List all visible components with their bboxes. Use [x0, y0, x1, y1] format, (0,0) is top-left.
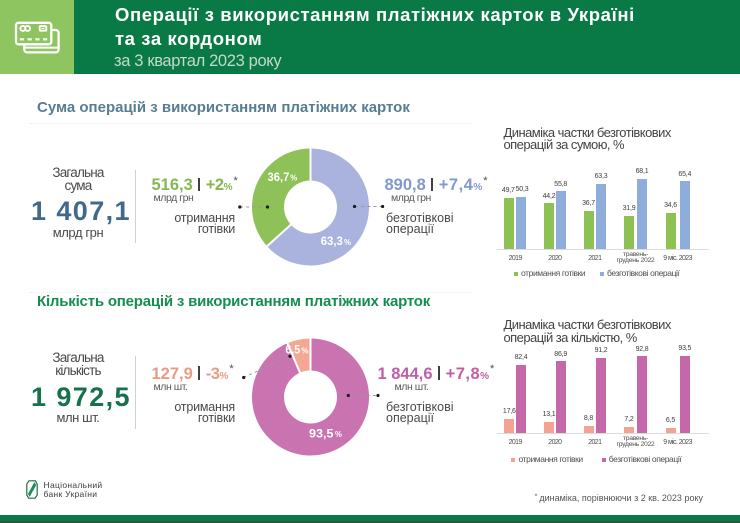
svg-text:%: % [302, 346, 309, 355]
svg-text:6,5: 6,5 [285, 343, 300, 357]
svg-text:93,5: 93,5 [309, 427, 334, 441]
svg-text:%: % [344, 238, 351, 247]
svg-text:36,7: 36,7 [268, 170, 290, 184]
svg-text:63,3: 63,3 [321, 234, 344, 248]
svg-text:%: % [290, 174, 297, 183]
svg-text:%: % [335, 430, 342, 439]
